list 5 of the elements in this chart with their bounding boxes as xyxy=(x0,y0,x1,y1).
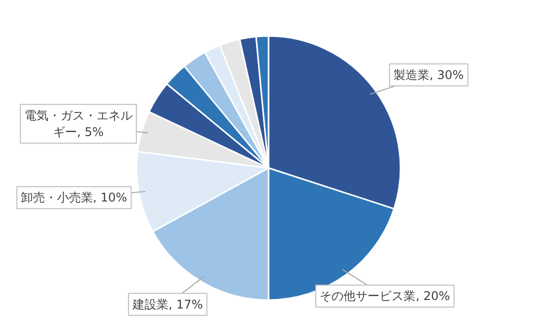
slice-label: 卸売・小売業, 10% xyxy=(20,190,128,205)
slice-label: 製造業, 30% xyxy=(394,68,464,82)
slice-label: 建設業, 17% xyxy=(132,297,203,312)
slice-label: 電気・ガス・エネルギー, 5% xyxy=(24,108,132,140)
slice-label: その他サービス業, 20% xyxy=(320,289,450,304)
